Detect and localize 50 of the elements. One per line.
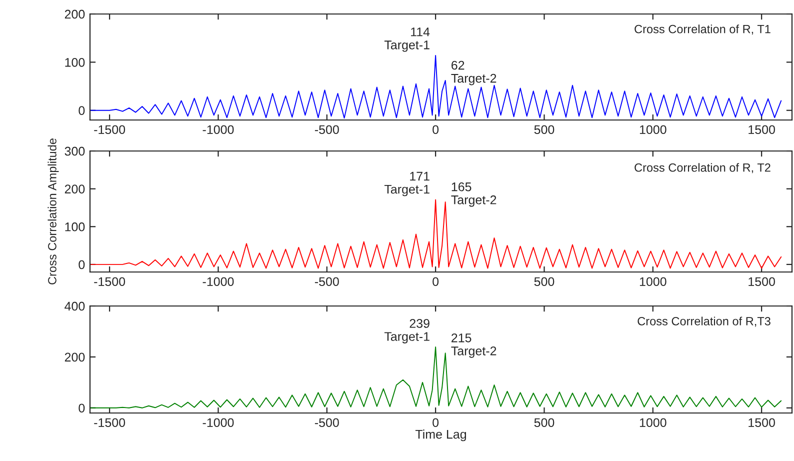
x-tick-label: 1000: [640, 418, 666, 428]
x-tick-label: 1500: [748, 418, 775, 428]
text: 114: [411, 28, 430, 36]
x-tick-label: -1000: [202, 125, 234, 134]
text: Cross Correlation of R, T2: [634, 163, 770, 174]
x-tick-label: -1500: [94, 125, 126, 134]
x-tick-label: 500: [534, 125, 554, 134]
y-tick-label: 200: [64, 10, 85, 19]
text: Cross Correlation of R,T3: [638, 316, 770, 327]
y-tick-label: 100: [65, 58, 85, 67]
x-tick-label: -1000: [202, 277, 234, 286]
text: 239: [410, 319, 430, 328]
annotation: Target-1: [384, 40, 430, 52]
text: 165: [452, 182, 472, 192]
x-tick-label: -500: [314, 277, 339, 286]
annotation: Target-1: [384, 184, 430, 196]
annotation: Target-2: [451, 195, 496, 207]
y-tick-label: 0: [78, 404, 85, 413]
y-axis-title: Cross Correlation Amplitude: [48, 138, 59, 284]
x-tick-label: 0: [432, 125, 439, 134]
x-tick-label: 500: [534, 277, 554, 286]
line-series: [90, 54, 782, 119]
annotation: Target-1: [384, 332, 430, 344]
x-tick-label: -1500: [94, 418, 126, 428]
x-tick-label: -1000: [202, 418, 234, 428]
x-tick-label: 1000: [640, 125, 666, 134]
y-tick-label: 200: [64, 352, 85, 362]
x-tick-label: 500: [534, 418, 554, 428]
x-tick-label: 1000: [640, 277, 666, 286]
text: 215: [452, 333, 472, 342]
x-tick-label: -1500: [94, 277, 126, 286]
x-tick-label: 1500: [748, 277, 775, 286]
annotation: Target-2: [451, 74, 496, 86]
x-tick-label: -500: [314, 418, 339, 428]
annotation: Target-2: [451, 346, 496, 358]
line-series: [90, 346, 782, 408]
text: Cross Correlation of R, T1: [634, 24, 770, 35]
x-tick-label: -500: [314, 125, 339, 134]
x-tick-label: 0: [432, 277, 439, 286]
x-axis-title: Time Lag: [415, 430, 466, 442]
x-tick-label: 0: [432, 418, 439, 428]
y-tick-label: 200: [64, 184, 85, 194]
y-tick-label: 300: [64, 146, 85, 156]
text: 171: [410, 172, 430, 181]
x-tick-label: 1500: [748, 125, 775, 134]
text: 62: [452, 60, 464, 70]
y-tick-label: 400: [64, 302, 85, 311]
y-tick-label: 0: [78, 106, 85, 116]
y-tick-label: 100: [65, 222, 85, 232]
y-tick-label: 0: [78, 260, 85, 270]
